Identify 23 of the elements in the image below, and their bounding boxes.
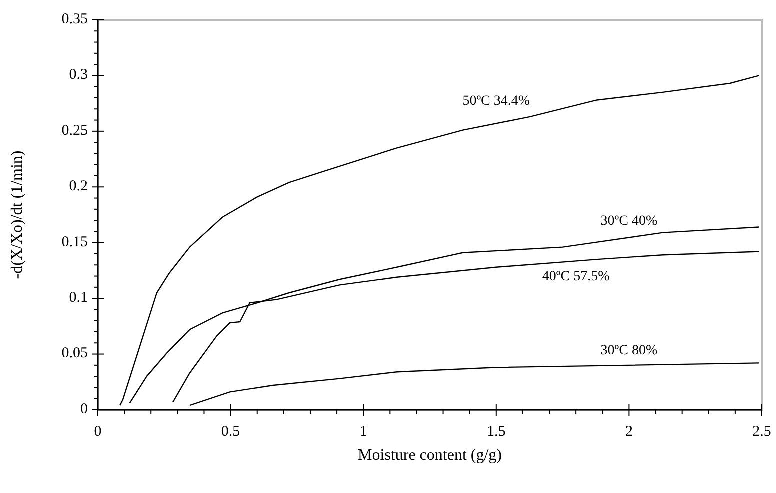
x-axis-title: Moisture content (g/g): [358, 447, 502, 464]
x-tick-label: 2: [625, 424, 633, 440]
series-label: 30ºC 40%: [600, 214, 658, 229]
x-tick-label: 0: [94, 424, 102, 440]
y-tick-label: 0.15: [62, 234, 88, 250]
y-tick-label: 0: [80, 401, 88, 418]
y-tick-label: 0.35: [62, 11, 88, 28]
y-tick-label: 0.05: [62, 346, 88, 362]
x-tick-label: 1.5: [487, 424, 506, 440]
y-tick-label: 0.3: [69, 67, 88, 84]
y-tick-label: 0.1: [69, 290, 88, 306]
y-tick-label: 0.25: [62, 122, 88, 139]
line-series: [189, 362, 760, 406]
y-axis-title: -d(X/Xo)/dt (1/min): [9, 150, 26, 280]
series-label: 40ºC 57.5%: [542, 269, 610, 284]
x-tick-label: 1: [360, 424, 368, 440]
series-label: 50ºC 34.4%: [462, 94, 530, 109]
line-series: [129, 226, 760, 404]
y-tick-label: 0.2: [69, 178, 88, 195]
x-tick-label: 0.5: [221, 424, 240, 440]
x-tick-label: 2.5: [752, 424, 772, 440]
line-series: [119, 75, 760, 406]
series-label: 30ºC 80%: [600, 344, 658, 359]
